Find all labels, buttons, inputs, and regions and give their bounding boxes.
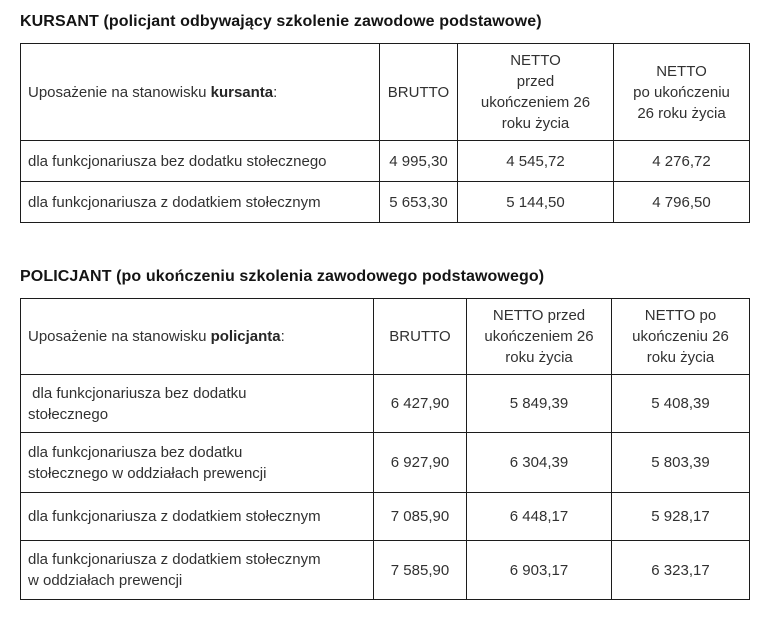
row-netto-before-value: 6 903,17 bbox=[466, 540, 612, 600]
table-row: dla funkcjonariusza z dodatkiem stołeczn… bbox=[20, 492, 750, 541]
kursant-header-label-suffix: : bbox=[273, 83, 278, 101]
row-brutto-value: 7 585,90 bbox=[373, 540, 467, 600]
row-netto-after-value: 4 796,50 bbox=[613, 181, 750, 223]
row-label: dla funkcjonariusza bez dodatku stołeczn… bbox=[20, 374, 374, 433]
kursant-header-label-emphasis: kursanta bbox=[210, 83, 274, 101]
row-label: dla funkcjonariusza z dodatkiem stołeczn… bbox=[20, 540, 374, 600]
table-row: dla funkcjonariusza z dodatkiem stołeczn… bbox=[20, 540, 750, 600]
policjant-header-label-prefix: Uposażenie na stanowisku bbox=[28, 328, 211, 345]
row-brutto-value: 4 995,30 bbox=[379, 140, 458, 182]
row-brutto-value: 7 085,90 bbox=[373, 492, 467, 541]
kursant-header-brutto: BRUTTO bbox=[379, 43, 458, 141]
row-netto-after-value: 6 323,17 bbox=[611, 540, 750, 600]
table-row: dla funkcjonariusza bez dodatku stołeczn… bbox=[20, 374, 750, 433]
row-brutto-value: 6 427,90 bbox=[373, 374, 467, 433]
row-netto-after-value: 5 408,39 bbox=[611, 374, 750, 433]
kursant-salary-table: Uposażenie na stanowisku kursanta: BRUTT… bbox=[20, 43, 750, 223]
row-brutto-value: 6 927,90 bbox=[373, 432, 467, 493]
policjant-header-label-suffix: : bbox=[280, 328, 285, 345]
kursant-header-label-prefix: Uposażenie na stanowisku bbox=[28, 83, 211, 101]
row-netto-before-value: 5 144,50 bbox=[457, 181, 614, 223]
kursant-header-label-cell: Uposażenie na stanowisku kursanta: bbox=[20, 43, 380, 141]
row-label: dla funkcjonariusza bez dodatku stołeczn… bbox=[20, 432, 374, 493]
section-kursant-title: KURSANT (policjant odbywający szkolenie … bbox=[20, 13, 542, 30]
row-label: dla funkcjonariusza z dodatkiem stołeczn… bbox=[20, 181, 380, 223]
row-netto-before-value: 6 448,17 bbox=[466, 492, 612, 541]
kursant-header-netto-before-26: NETTO przed ukończeniem 26 roku życia bbox=[457, 43, 614, 141]
policjant-table-header-row: Uposażenie na stanowisku policjanta: BRU… bbox=[20, 298, 750, 375]
row-netto-after-value: 5 803,39 bbox=[611, 432, 750, 493]
table-row: dla funkcjonariusza bez dodatku stołeczn… bbox=[20, 432, 750, 493]
row-netto-before-value: 6 304,39 bbox=[466, 432, 612, 493]
row-brutto-value: 5 653,30 bbox=[379, 181, 458, 223]
table-row: dla funkcjonariusza bez dodatku stołeczn… bbox=[20, 140, 750, 182]
section-policjant: POLICJANT (po ukończeniu szkolenia zawod… bbox=[20, 267, 750, 600]
policjant-header-brutto: BRUTTO bbox=[373, 298, 467, 375]
section-kursant: KURSANT (policjant odbywający szkolenie … bbox=[20, 12, 750, 223]
row-netto-before-value: 5 849,39 bbox=[466, 374, 612, 433]
policjant-header-netto-after-26: NETTO po ukończeniu 26 roku życia bbox=[611, 298, 750, 375]
row-netto-after-value: 4 276,72 bbox=[613, 140, 750, 182]
row-netto-after-value: 5 928,17 bbox=[611, 492, 750, 541]
section-policjant-title: POLICJANT (po ukończeniu szkolenia zawod… bbox=[20, 268, 545, 285]
row-label: dla funkcjonariusza bez dodatku stołeczn… bbox=[20, 140, 380, 182]
policjant-header-label-cell: Uposażenie na stanowisku policjanta: bbox=[20, 298, 374, 375]
policjant-salary-table: Uposażenie na stanowisku policjanta: BRU… bbox=[20, 298, 750, 600]
row-label: dla funkcjonariusza z dodatkiem stołeczn… bbox=[20, 492, 374, 541]
row-netto-before-value: 4 545,72 bbox=[457, 140, 614, 182]
kursant-table-header-row: Uposażenie na stanowisku kursanta: BRUTT… bbox=[20, 43, 750, 141]
policjant-header-netto-before-26: NETTO przed ukończeniem 26 roku życia bbox=[466, 298, 612, 375]
policjant-header-label-emphasis: policjanta bbox=[210, 328, 281, 345]
kursant-header-netto-after-26: NETTO po ukończeniu 26 roku życia bbox=[613, 43, 750, 141]
table-row: dla funkcjonariusza z dodatkiem stołeczn… bbox=[20, 181, 750, 223]
